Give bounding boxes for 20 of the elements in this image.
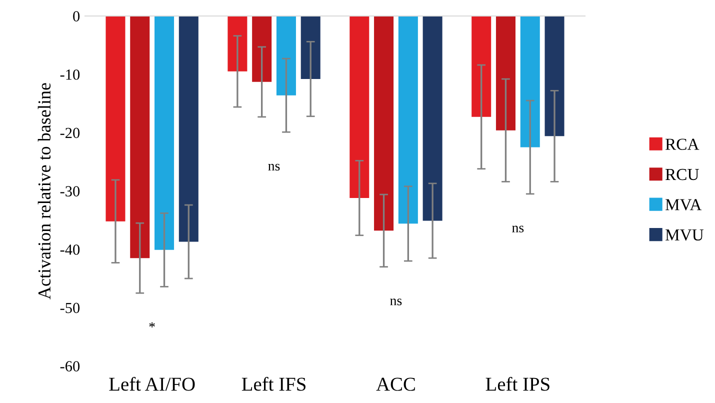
legend-label: MVU [665, 229, 704, 241]
legend-label: MVA [665, 199, 702, 210]
y-tick-label: 0 [73, 11, 80, 22]
annotation: ns [512, 226, 524, 232]
x-tick-label: Left AI/FO [109, 376, 195, 391]
y-tick-label: -20 [60, 128, 80, 138]
y-tick-label: -10 [60, 69, 80, 80]
annotation: ns [390, 298, 402, 306]
x-tick-label: Left IPS [486, 376, 550, 391]
y-axis-title: Activation relative to baseline [38, 83, 51, 300]
annotation: ns [268, 164, 280, 171]
legend-label: RCU [665, 168, 699, 180]
y-tick-label: -50 [60, 302, 80, 314]
y-tick-label: -40 [60, 244, 80, 255]
x-tick-label: ACC [376, 378, 415, 391]
legend-label: RCA [665, 138, 700, 150]
annotation: * [149, 322, 155, 328]
x-tick-label: Left IFS [242, 376, 306, 391]
y-tick-label: -30 [60, 186, 80, 196]
y-tick-label: -60 [60, 361, 80, 372]
